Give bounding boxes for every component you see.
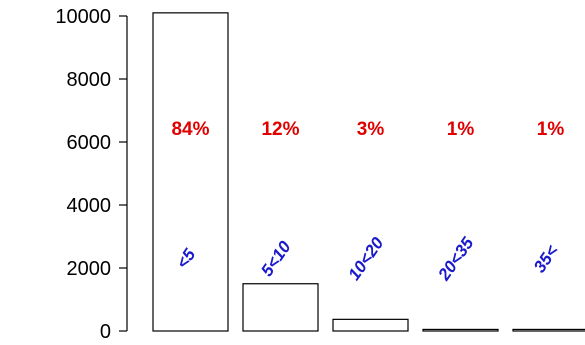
y-tick-label: 0 — [100, 321, 111, 343]
bar-4 — [422, 328, 499, 332]
y-tick-label: 4000 — [67, 195, 112, 217]
percent-label: 12% — [261, 119, 299, 140]
category-label: 10<20 — [345, 233, 388, 283]
category-label: 5<10 — [257, 237, 295, 280]
bar-5 — [512, 328, 585, 332]
category-labels: <5 5<10 10<20 20<35 35< — [173, 233, 562, 284]
category-label: 35< — [530, 242, 562, 277]
percent-label: 1% — [537, 119, 565, 140]
percent-label: 84% — [171, 119, 209, 140]
bar-1 — [152, 12, 229, 332]
percent-label: 3% — [357, 119, 385, 140]
percent-label: 1% — [447, 119, 475, 140]
bar-2 — [242, 283, 319, 332]
bar-3 — [332, 318, 409, 332]
percent-labels: 84% 12% 3% 1% 1% — [171, 119, 564, 140]
y-tick-label: 10000 — [55, 6, 111, 28]
y-axis: 0 2000 4000 6000 8000 10000 — [55, 6, 128, 343]
y-tick-label: 2000 — [67, 258, 112, 280]
category-label: 20<35 — [434, 233, 478, 284]
y-tick-label: 6000 — [67, 132, 112, 154]
bars — [152, 12, 585, 332]
y-tick-label: 8000 — [67, 69, 112, 91]
